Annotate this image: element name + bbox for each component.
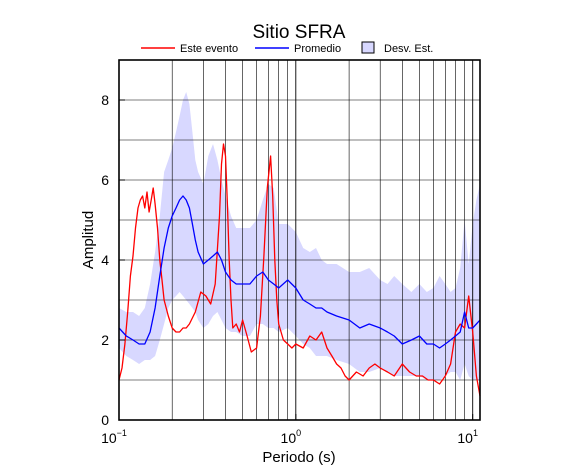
y-tick-label: 4 [101,252,109,268]
x-tick-label: 100 [281,428,302,446]
y-tick-label: 6 [101,172,109,188]
x-tick-label-exponent: 0 [296,428,301,438]
x-axis-label: Periodo (s) [262,449,335,466]
std-band [119,92,480,380]
legend-swatch-desv-est- [361,41,375,54]
x-tick-label-exponent: −1 [117,428,127,438]
series-layer [118,143,481,397]
grid-layer [119,60,480,420]
y-tick-label: 8 [101,92,109,108]
plot-frame [118,59,481,421]
y-tick-label: 2 [101,332,109,348]
x-tick-label-exponent: 1 [473,428,478,438]
y-axis-label: Amplitud [80,211,97,269]
legend-label-promedio: Promedio [294,43,341,55]
chart-title: Sitio SFRA [253,22,346,43]
x-tick-label-base: 10 [281,430,297,446]
legend-label-desv-est-: Desv. Est. [384,43,433,55]
x-tick-label: 101 [457,428,478,446]
series-este-evento [118,143,481,397]
x-tick-label: 10−1 [101,428,127,446]
x-tick-label-base: 10 [457,430,473,446]
x-tick-label-base: 10 [101,430,117,446]
legend: Este evento Promedio Desv. Est. [141,41,433,55]
y-tick-label: 0 [101,412,109,428]
std-band-layer [119,92,480,380]
series-promedio [118,195,481,349]
legend-label-este-evento: Este evento [180,43,238,55]
